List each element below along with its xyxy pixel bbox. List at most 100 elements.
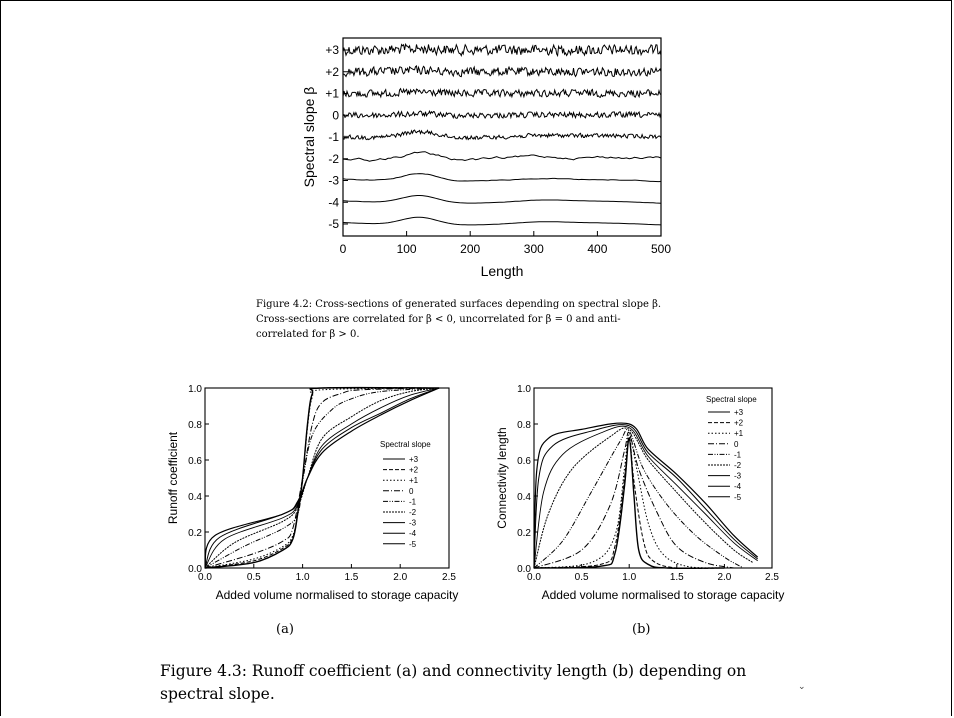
y-tick-label: 0.4 xyxy=(188,492,202,503)
series-line--4 xyxy=(204,387,440,569)
series-line-0 xyxy=(204,387,440,569)
series-line-+2 xyxy=(533,436,725,570)
caption-line: correlated for β > 0. xyxy=(256,329,360,340)
y-tick-label: -2 xyxy=(328,152,339,166)
legend-label: -3 xyxy=(734,472,742,481)
y-tick-label: -3 xyxy=(328,174,339,188)
x-tick-label: 2.0 xyxy=(393,572,407,583)
legend-label: -4 xyxy=(734,482,742,491)
legend-title: Spectral slope xyxy=(380,440,431,449)
x-tick-label: 2.5 xyxy=(765,572,779,583)
legend-label: -1 xyxy=(409,497,417,506)
legend-label: -5 xyxy=(734,493,742,502)
y-tick-label: 0.0 xyxy=(188,564,202,575)
series-line--2 xyxy=(204,387,440,569)
legend-label: -5 xyxy=(409,540,417,549)
figure-4-3-caption: Figure 4.3: Runoff coefficient (a) and c… xyxy=(160,660,800,706)
y-tick-label: -4 xyxy=(328,195,339,209)
figure-4-2-caption: Figure 4.2: Cross-sections of generated … xyxy=(256,297,712,342)
cross-section-line-+1 xyxy=(342,87,662,99)
series-line--3 xyxy=(204,387,440,569)
legend-label: -2 xyxy=(409,508,417,517)
cross-section-line--2 xyxy=(342,151,662,162)
legend-label: -1 xyxy=(734,450,742,459)
x-tick-label: 2.0 xyxy=(717,572,731,583)
caption-line: Cross-sections are correlated for β < 0,… xyxy=(256,314,621,325)
x-tick-label: 1.0 xyxy=(622,572,636,583)
y-tick-label: 0.2 xyxy=(517,528,531,539)
x-tick-label: 1.0 xyxy=(296,572,310,583)
y-tick-label: 0.4 xyxy=(517,492,531,503)
subfigure-label-b: (b) xyxy=(632,622,651,637)
y-tick-label: 0.8 xyxy=(188,420,202,431)
y-tick-label: +2 xyxy=(325,65,339,79)
y-tick-label: +3 xyxy=(325,43,339,57)
x-tick-label: 200 xyxy=(460,242,480,256)
legend-label: +2 xyxy=(409,466,419,475)
series-line--5 xyxy=(533,422,759,569)
cross-section-line--5 xyxy=(342,216,662,226)
y-tick-label: 0 xyxy=(332,108,339,122)
y-axis-title: Connectivity length xyxy=(495,427,509,528)
series-line--3 xyxy=(533,425,758,569)
x-tick-label: 0.0 xyxy=(198,572,212,583)
cross-section-line-0 xyxy=(342,109,662,120)
legend-label: -4 xyxy=(409,529,417,538)
y-tick-label: -1 xyxy=(328,130,339,144)
series-line-+3 xyxy=(533,437,725,569)
y-tick-label: -5 xyxy=(328,217,339,231)
x-axis-title: Added volume normalised to storage capac… xyxy=(542,588,785,602)
plot-frame xyxy=(533,387,773,569)
series-line-0 xyxy=(533,431,734,569)
y-tick-label: 1.0 xyxy=(188,384,202,395)
subfigure-label-a: (a) xyxy=(276,622,294,637)
cross-section-line-+3 xyxy=(342,42,662,58)
x-tick-label: 400 xyxy=(587,242,607,256)
scan-mark: ⌄ xyxy=(798,682,806,692)
legend-label: +2 xyxy=(734,419,744,428)
y-tick-label: 0.6 xyxy=(188,456,202,467)
y-tick-label: 1.0 xyxy=(517,384,531,395)
series-line--1 xyxy=(204,387,440,569)
x-tick-label: 300 xyxy=(524,242,544,256)
series-line--1 xyxy=(533,429,744,569)
legend-label: +1 xyxy=(734,429,744,438)
y-axis-title: Runoff coefficient xyxy=(166,431,180,524)
y-tick-label: 0.8 xyxy=(517,420,531,431)
x-tick-label: 0.0 xyxy=(527,572,541,583)
legend-label: -2 xyxy=(734,461,742,470)
legend-label: +1 xyxy=(409,476,419,485)
legend-label: +3 xyxy=(734,408,744,417)
series-line-+2 xyxy=(204,386,440,569)
caption-line: Figure 4.3: Runoff coefficient (a) and c… xyxy=(160,662,747,680)
x-tick-label: 0.5 xyxy=(247,572,261,583)
legend-label: 0 xyxy=(409,487,414,496)
y-tick-label: +1 xyxy=(325,87,339,101)
legend-title: Spectral slope xyxy=(706,395,757,404)
x-axis-title: Added volume normalised to storage capac… xyxy=(216,588,459,602)
series-line--5 xyxy=(204,387,440,569)
x-axis-title: Length xyxy=(481,263,524,279)
x-tick-label: 0.5 xyxy=(575,572,589,583)
x-tick-label: 500 xyxy=(651,242,671,256)
series-line-+3 xyxy=(204,386,440,569)
y-tick-label: 0.0 xyxy=(517,564,531,575)
cross-section-line--4 xyxy=(342,195,662,204)
y-axis-title: Spectral slope β xyxy=(301,87,317,188)
cross-section-line--1 xyxy=(342,129,662,141)
y-tick-label: 0.2 xyxy=(188,528,202,539)
legend-label: +3 xyxy=(409,455,419,464)
legend-label: 0 xyxy=(734,440,739,449)
x-tick-label: 0 xyxy=(340,242,347,256)
cross-section-line-+2 xyxy=(342,64,662,78)
x-tick-label: 1.5 xyxy=(670,572,684,583)
series-line-+1 xyxy=(204,387,440,569)
caption-line: Figure 4.2: Cross-sections of generated … xyxy=(256,299,662,310)
x-tick-label: 2.5 xyxy=(442,572,456,583)
caption-line: spectral slope. xyxy=(160,685,275,703)
x-tick-label: 100 xyxy=(397,242,417,256)
series-line--4 xyxy=(533,424,759,569)
cross-section-line--3 xyxy=(342,173,662,183)
